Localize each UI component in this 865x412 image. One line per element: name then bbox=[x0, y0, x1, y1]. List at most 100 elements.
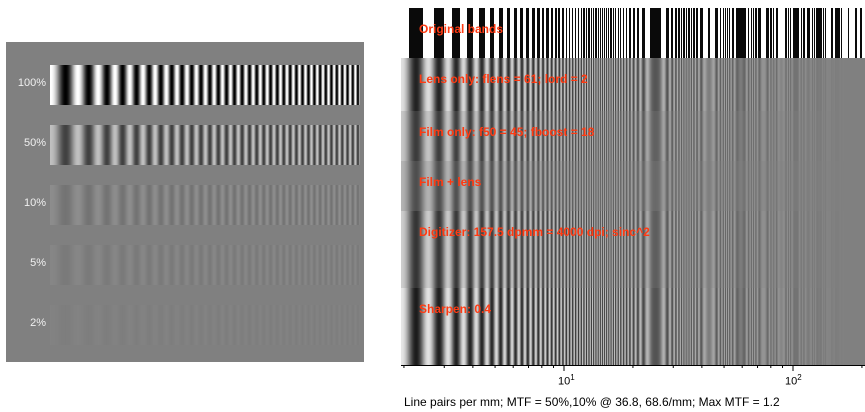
band-column bbox=[811, 58, 813, 111]
band-column bbox=[706, 211, 708, 288]
band-column bbox=[806, 211, 808, 288]
band-column bbox=[776, 288, 778, 365]
band-column bbox=[463, 58, 465, 111]
band-column bbox=[499, 58, 501, 111]
band-column bbox=[766, 161, 768, 211]
stripe-column bbox=[222, 185, 224, 225]
band-column bbox=[829, 211, 831, 288]
band-column bbox=[404, 211, 406, 288]
band-column bbox=[761, 8, 763, 58]
stripe-column bbox=[173, 185, 175, 225]
band-column bbox=[783, 161, 785, 211]
band-column bbox=[711, 288, 713, 365]
band-column bbox=[639, 58, 641, 111]
stripe-column bbox=[57, 245, 59, 285]
stripe-column bbox=[291, 305, 293, 345]
band-column bbox=[498, 211, 500, 288]
stripe-column bbox=[124, 305, 126, 345]
band-column bbox=[459, 211, 461, 288]
stripe-column bbox=[165, 65, 167, 105]
band-column bbox=[748, 211, 750, 288]
band-column bbox=[726, 288, 728, 365]
band-column bbox=[480, 288, 482, 365]
band-column bbox=[685, 161, 687, 211]
band-column bbox=[669, 211, 671, 288]
band-column bbox=[737, 211, 739, 288]
band-column bbox=[700, 111, 702, 161]
band-column bbox=[736, 8, 738, 58]
band-column bbox=[810, 8, 812, 58]
band-column bbox=[541, 58, 543, 111]
band-column bbox=[731, 211, 733, 288]
stripe-column bbox=[340, 305, 342, 345]
stripe-column bbox=[170, 185, 172, 225]
band-column bbox=[562, 211, 564, 288]
band-column bbox=[533, 211, 535, 288]
band-column bbox=[523, 111, 525, 161]
band-column bbox=[694, 58, 696, 111]
band-column bbox=[407, 211, 409, 288]
stripe-column bbox=[343, 125, 345, 165]
stripe-column bbox=[235, 245, 237, 285]
band-column bbox=[691, 111, 693, 161]
stripe-column bbox=[178, 125, 180, 165]
band-column bbox=[593, 288, 595, 365]
band-column bbox=[601, 8, 603, 58]
band-column bbox=[466, 288, 468, 365]
band-column bbox=[787, 161, 789, 211]
band-column bbox=[442, 111, 444, 161]
band-column bbox=[533, 111, 535, 161]
stripe-column bbox=[255, 125, 257, 165]
band-column bbox=[780, 288, 782, 365]
band-column bbox=[808, 111, 810, 161]
band-column bbox=[623, 288, 625, 365]
stripe-column bbox=[105, 185, 107, 225]
band-column bbox=[817, 111, 819, 161]
stripe-column bbox=[349, 65, 351, 105]
stripe-column bbox=[238, 185, 240, 225]
band-column bbox=[603, 8, 605, 58]
band-column bbox=[525, 288, 527, 365]
band-column bbox=[583, 8, 585, 58]
band-column bbox=[576, 8, 578, 58]
band-column bbox=[407, 58, 409, 111]
band-column bbox=[681, 8, 683, 58]
band-column bbox=[683, 211, 685, 288]
stripe-column bbox=[274, 65, 276, 105]
band-column bbox=[472, 111, 474, 161]
band-column bbox=[665, 288, 667, 365]
band-column bbox=[581, 8, 583, 58]
stripe-column bbox=[291, 125, 293, 165]
band-column bbox=[863, 111, 865, 161]
band-column bbox=[718, 211, 720, 288]
band-column bbox=[493, 161, 495, 211]
band-column bbox=[554, 111, 556, 161]
band-column bbox=[499, 211, 501, 288]
band-column bbox=[591, 288, 593, 365]
band-column bbox=[563, 288, 565, 365]
band-column bbox=[752, 8, 754, 58]
band-column bbox=[586, 288, 588, 365]
stripe-column bbox=[167, 245, 169, 285]
stripe-column bbox=[101, 65, 103, 105]
band-column bbox=[565, 111, 567, 161]
band-column bbox=[729, 58, 731, 111]
stripe-column bbox=[263, 305, 265, 345]
band-column bbox=[429, 161, 431, 211]
stripe-column bbox=[288, 185, 290, 225]
band-column bbox=[782, 58, 784, 111]
band-column bbox=[748, 288, 750, 365]
band-column bbox=[620, 211, 622, 288]
band-column bbox=[517, 288, 519, 365]
stripe-column bbox=[337, 65, 339, 105]
stripe-column bbox=[91, 305, 93, 345]
stripe-column bbox=[108, 185, 110, 225]
stripe-column bbox=[306, 125, 308, 165]
band-column bbox=[833, 58, 835, 111]
stripe-column bbox=[334, 65, 336, 105]
stripe-column bbox=[124, 185, 126, 225]
band-column bbox=[860, 111, 862, 161]
band-column bbox=[631, 111, 633, 161]
band-column bbox=[641, 8, 643, 58]
band-column bbox=[848, 111, 850, 161]
